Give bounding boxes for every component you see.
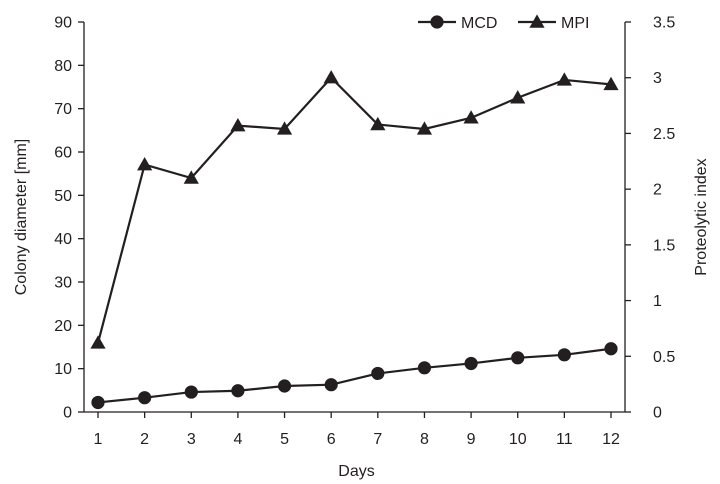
right-y-tick-label: 1 — [653, 293, 662, 310]
left-y-tick-label: 70 — [54, 101, 72, 118]
mcd-data-point — [184, 385, 198, 399]
right-y-tick-label: 2.5 — [653, 126, 675, 143]
left-y-tick-label: 10 — [54, 361, 72, 378]
mcd-data-point — [464, 356, 478, 371]
right-y-tick-label: 0 — [653, 405, 662, 422]
left-y-tick-label: 30 — [54, 275, 72, 292]
x-axis-title: Days — [338, 463, 374, 480]
x-tick-label: 4 — [233, 431, 242, 448]
legend-marker-mcd — [430, 15, 444, 29]
left-y-axis-title: Colony diameter [mm] — [13, 139, 30, 296]
mcd-data-point — [138, 391, 152, 405]
mpi-data-point — [463, 110, 479, 124]
x-tick-label: 1 — [94, 431, 103, 448]
left-y-tick-label: 20 — [54, 318, 72, 335]
mcd-data-point — [417, 361, 432, 375]
series-line-mpi — [96, 76, 612, 344]
mpi-data-point — [510, 90, 526, 104]
x-tick-label: 11 — [556, 431, 573, 448]
right-y-tick-label: 3.5 — [653, 15, 675, 32]
left-y-tick-label: 0 — [63, 405, 72, 422]
mcd-data-point — [91, 395, 105, 410]
legend-entry-mcd: MCD — [418, 15, 497, 32]
mcd-data-point — [604, 342, 618, 356]
mcd-data-point — [511, 351, 525, 365]
mpi-data-point — [416, 121, 433, 135]
series-mcd — [91, 342, 618, 410]
left-y-tick-label: 90 — [54, 15, 72, 32]
mpi-data-point — [183, 170, 199, 184]
left-y-tick-label: 40 — [54, 231, 72, 248]
mcd-data-point — [231, 384, 245, 398]
mpi-data-point — [137, 157, 153, 171]
left-y-tick-label: 60 — [54, 145, 72, 162]
mpi-data-point — [370, 116, 386, 131]
left-y-tick-label: 80 — [54, 58, 72, 75]
right-y-tick-label: 3 — [653, 70, 662, 87]
right-y-tick-label: 1.5 — [653, 237, 675, 254]
x-tick-label: 12 — [602, 431, 620, 448]
axes — [83, 22, 626, 413]
mpi-data-point — [230, 118, 246, 132]
mpi-data-point — [276, 121, 293, 135]
series-layer — [90, 70, 619, 410]
series-line-mcd — [97, 347, 612, 404]
x-tick-label: 3 — [187, 431, 196, 448]
mpi-data-point — [556, 72, 572, 86]
mpi-data-point — [90, 335, 106, 349]
x-tick-label: 7 — [373, 431, 382, 448]
right-y-axis-title: Proteolytic index — [693, 158, 710, 275]
mcd-data-point — [557, 348, 571, 362]
legend-label: MCD — [461, 15, 497, 32]
x-tick-label: 5 — [280, 431, 289, 448]
right-y-tick-label: 0.5 — [653, 349, 675, 366]
mcd-data-point — [277, 379, 292, 393]
mcd-data-point — [324, 378, 338, 392]
x-tick-label: 6 — [327, 431, 336, 448]
series-mpi — [90, 70, 619, 349]
x-tick-label: 9 — [467, 431, 476, 448]
x-tick-label: 2 — [140, 431, 149, 448]
mpi-data-point — [323, 70, 339, 84]
mcd-data-point — [371, 366, 385, 381]
left-y-tick-label: 50 — [54, 188, 72, 205]
x-tick-label: 10 — [509, 431, 527, 448]
legend-label: MPI — [561, 15, 589, 32]
legend-marker-mpi — [529, 14, 545, 28]
mpi-data-point — [603, 76, 619, 91]
legend-entry-mpi: MPI — [518, 14, 589, 32]
x-tick-label: 8 — [420, 431, 429, 448]
right-y-tick-label: 2 — [653, 182, 662, 199]
legend: MCD MPI — [418, 14, 589, 32]
